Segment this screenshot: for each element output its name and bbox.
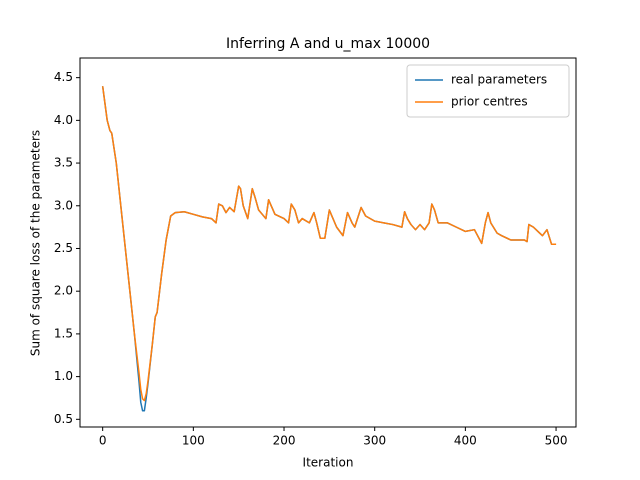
y-tick-label: 2.5: [54, 241, 73, 255]
x-tick-label: 500: [545, 434, 568, 448]
chart-title: Inferring A and u_max 10000: [226, 36, 430, 52]
legend-label: real parameters: [451, 73, 547, 87]
legend-box: [406, 64, 570, 118]
x-axis-label: Iteration: [303, 456, 354, 470]
axes-frame: [79, 57, 577, 428]
data-line: [101, 86, 557, 402]
y-tick-label: 3.0: [54, 198, 73, 212]
y-tick-label: 1.0: [54, 369, 73, 383]
y-tick-label: 0.5: [54, 412, 73, 426]
x-tick-label: 100: [182, 434, 205, 448]
legend-label: prior centres: [451, 95, 528, 109]
x-tick-label: 0: [99, 434, 107, 448]
y-tick-label: 4.5: [54, 70, 73, 84]
x-tick-label: 400: [454, 434, 477, 448]
y-tick-label: 3.5: [54, 156, 73, 170]
y-axis-label: Sum of square loss of the parameters: [29, 130, 43, 356]
y-tick-label: 1.5: [54, 326, 73, 340]
x-tick-label: 300: [363, 434, 386, 448]
y-tick-label: 4.0: [54, 113, 73, 127]
y-tick-label: 2.0: [54, 284, 73, 298]
x-tick-label: 200: [273, 434, 296, 448]
